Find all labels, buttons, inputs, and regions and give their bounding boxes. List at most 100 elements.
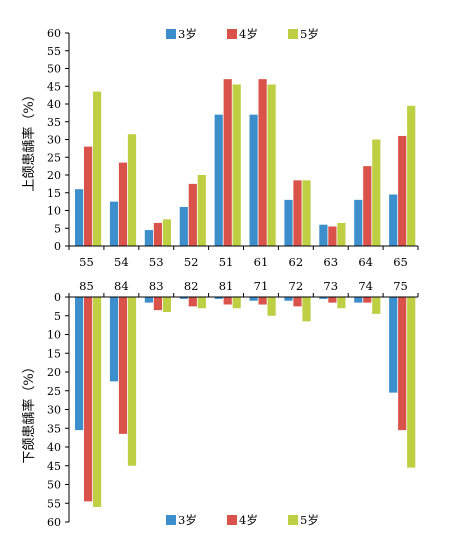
legend-top: 3岁 4岁 5岁 (166, 27, 319, 41)
lower-bar (372, 297, 381, 314)
lower-y-tick-label: 60 (47, 516, 61, 529)
lower-bar (153, 297, 162, 311)
upper-category-label: 63 (323, 255, 338, 269)
upper-bar (389, 194, 398, 246)
upper-bar (328, 226, 337, 246)
lower-y-tick-label: 40 (47, 441, 61, 454)
upper-bar (179, 206, 188, 246)
upper-bar (258, 79, 267, 247)
upper-category-label: 65 (393, 255, 408, 269)
upper-y-tick-label: 20 (47, 169, 61, 182)
upper-bar (337, 222, 346, 246)
lower-bar (328, 297, 337, 303)
upper-bar (84, 146, 93, 246)
lower-bar (249, 297, 258, 301)
upper-bar (267, 84, 276, 246)
upper-bar (144, 230, 153, 246)
upper-bar (407, 105, 416, 247)
upper-y-tick-label: 0 (54, 240, 61, 253)
lower-category-label: 85 (79, 279, 94, 293)
upper-y-tick-label: 35 (47, 116, 61, 129)
lower-y-axis-label: 下颌患龋率（%） (21, 360, 37, 463)
lower-bar (162, 297, 171, 312)
upper-bar (127, 134, 137, 246)
lower-bar (363, 297, 372, 303)
lower-bar (407, 297, 416, 468)
lower-bar (127, 297, 137, 466)
lower-bar (319, 297, 328, 299)
lower-category-label: 72 (289, 279, 304, 293)
upper-bar (153, 222, 162, 246)
legend-label-age4: 4岁 (239, 27, 258, 41)
upper-category-label: 61 (254, 255, 269, 269)
lower-bar (302, 297, 311, 322)
lower-bar (223, 297, 232, 305)
upper-bar (75, 189, 84, 246)
lower-bar (398, 297, 407, 431)
lower-category-label: 71 (254, 279, 269, 293)
legend-swatch-age3 (166, 29, 176, 39)
upper-y-tick-label: 60 (47, 27, 61, 40)
upper-category-label: 64 (358, 255, 373, 269)
lower-bar (93, 297, 102, 507)
lower-bar (84, 297, 93, 502)
lower-y-tick-label: 0 (54, 291, 61, 304)
upper-bar (232, 84, 241, 246)
upper-y-tick-label: 5 (54, 222, 61, 235)
lower-y-tick-label: 15 (47, 347, 61, 360)
upper-bar (118, 162, 128, 246)
upper-category-label: 62 (289, 255, 304, 269)
lower-bar (75, 297, 84, 431)
lower-y-tick-label: 30 (47, 404, 61, 417)
upper-bar (214, 114, 223, 247)
legend-label-age4: 4岁 (239, 513, 258, 527)
legend-label-age5: 5岁 (300, 513, 319, 527)
lower-category-label: 74 (358, 279, 373, 293)
lower-category-label: 75 (393, 279, 408, 293)
lower-category-label: 84 (114, 279, 129, 293)
upper-y-tick-label: 55 (47, 45, 61, 58)
lower-category-label: 73 (323, 279, 338, 293)
upper-bar (372, 139, 381, 246)
lower-bar (197, 297, 206, 309)
upper-bar (293, 180, 302, 246)
upper-category-label: 54 (114, 255, 129, 269)
lower-bar (337, 297, 346, 309)
lower-bar (267, 297, 276, 316)
legend-swatch-age3 (166, 515, 176, 525)
upper-jaw-chart: 0 5 10 15 20 25 30 35 40 45 50 55 60 55 54 53 52 51 61 62 63… (47, 27, 419, 269)
lower-bar (179, 297, 188, 299)
upper-bar (284, 199, 293, 246)
upper-bar (93, 91, 102, 246)
upper-bar (188, 183, 197, 246)
lower-bar (214, 297, 223, 299)
lower-bar (354, 297, 363, 303)
lower-y-tick-label: 20 (47, 366, 61, 379)
lower-y-tick-label: 45 (47, 460, 61, 473)
lower-bar (389, 297, 398, 393)
upper-y-axis-label: 上颌患龋率（%） (21, 88, 37, 191)
lower-y-tick-label: 35 (47, 422, 61, 435)
lower-bar (118, 297, 128, 434)
upper-bar (249, 114, 258, 247)
upper-bar (302, 180, 311, 246)
upper-bar (162, 219, 171, 246)
legend-label-age3: 3岁 (178, 27, 197, 41)
upper-category-label: 51 (219, 255, 234, 269)
legend-swatch-age4 (227, 29, 237, 39)
lower-bar (284, 297, 293, 301)
lower-y-tick-label: 50 (47, 479, 61, 492)
upper-y-tick-label: 25 (47, 151, 61, 164)
upper-bar (109, 201, 119, 246)
upper-bar (223, 79, 232, 247)
upper-y-tick-label: 45 (47, 80, 61, 93)
upper-category-label: 52 (184, 255, 199, 269)
lower-category-label: 83 (149, 279, 164, 293)
legend-bottom: 3岁 4岁 5岁 (166, 513, 319, 527)
upper-y-tick-label: 10 (47, 205, 61, 218)
lower-bar (258, 297, 267, 305)
lower-bar (232, 297, 241, 309)
lower-bar (109, 297, 119, 382)
upper-category-label: 55 (79, 255, 94, 269)
